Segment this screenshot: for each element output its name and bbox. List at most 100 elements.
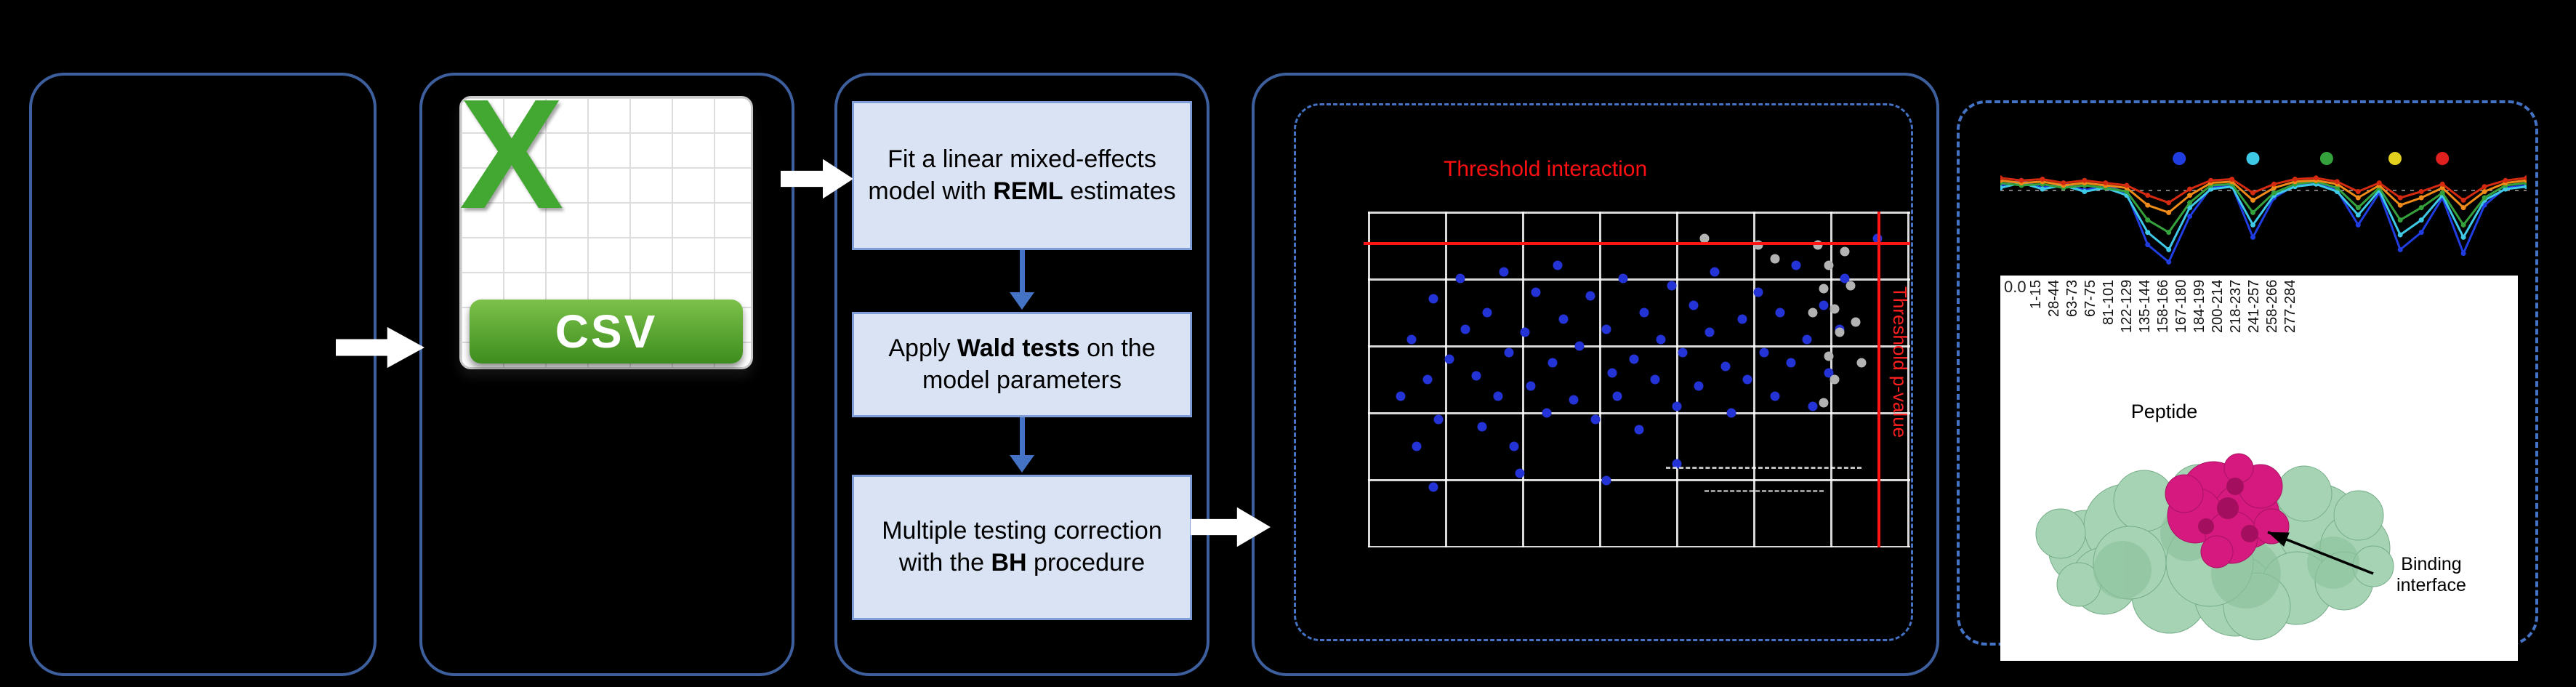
uptake-marker: [2145, 242, 2151, 248]
binding-arrow: [2267, 531, 2374, 575]
peptide-label: 1-15: [2028, 280, 2044, 310]
scatter-point: [1704, 327, 1715, 337]
scatter-side-label: Threshold p-value: [1889, 286, 1911, 438]
results-white-panel: 0.0 1-15 28-44 63-73 67-75 81-101 122-129 135-…: [2000, 276, 2518, 661]
down-arrow-icon: [837, 417, 1207, 473]
step-box-bh: Multiple testing correction with the BH …: [852, 475, 1192, 620]
scatter-point: [1634, 425, 1644, 435]
scatter-point: [1471, 371, 1481, 381]
scatter-point: [1612, 391, 1622, 401]
uptake-series-line: [2000, 179, 2527, 263]
step-text: Fit a linear mixed-effects model with RE…: [864, 144, 1180, 207]
uptake-marker: [2292, 177, 2298, 182]
scatter-point: [1656, 334, 1666, 345]
uptake-marker: [2166, 209, 2172, 215]
scatter-point: [1569, 395, 1579, 405]
scatter-point: [1742, 374, 1752, 385]
protein-structure-image: [2035, 453, 2394, 640]
stage-box-csv: X CSV: [419, 73, 794, 676]
scatter-point: [1786, 358, 1796, 368]
x-axis-label: Peptide: [2130, 401, 2198, 422]
uptake-marker: [2040, 186, 2045, 192]
scatter-point: [1846, 281, 1856, 291]
scatter-point: [1547, 358, 1558, 368]
scatter-point: [1720, 361, 1731, 371]
peptide-label: 28-44: [2046, 280, 2062, 318]
scatter-point: [1412, 441, 1422, 451]
peptide-label: 258-266: [2264, 280, 2280, 334]
uptake-marker: [2460, 251, 2466, 256]
peptide-label: 67-75: [2082, 280, 2098, 318]
step-text-bold: BH: [991, 549, 1027, 576]
uptake-marker: [2460, 205, 2466, 211]
condition-dot: [2319, 152, 2333, 165]
csv-file-icon: X CSV: [454, 76, 759, 379]
uptake-marker: [2082, 177, 2088, 183]
peptide-label: 122-129: [2119, 280, 2135, 334]
csv-banner: CSV: [470, 300, 743, 363]
uptake-marker: [2124, 182, 2130, 188]
uptake-marker: [2000, 175, 2003, 181]
step-text-pre: Fit a linear mixed-effects model with: [868, 145, 1156, 205]
step-box-reml: Fit a linear mixed-effects model with RE…: [852, 101, 1192, 250]
scatter-point: [1482, 308, 1492, 318]
scatter-point: [1493, 391, 1503, 401]
step-text-post: on the model parameters: [922, 334, 1156, 394]
dashed-marks: [1704, 490, 1824, 493]
stage-box-scatter: Threshold interaction Threshold p-value: [1252, 73, 1939, 676]
uptake-series-line: [2000, 182, 2527, 251]
uptake-marker: [2503, 177, 2508, 183]
uptake-marker: [2355, 195, 2361, 201]
uptake-marker: [2397, 246, 2403, 252]
uptake-marker: [2145, 193, 2151, 198]
scatter-point: [1824, 351, 1834, 361]
stage-box-input: [29, 73, 377, 676]
step-box-wald: Apply Wald tests on the model parameters: [852, 312, 1192, 417]
scatter-point: [1835, 327, 1845, 337]
scatter-point: [1699, 233, 1710, 244]
uptake-marker: [2334, 185, 2340, 190]
arrow-shaft: [1019, 250, 1025, 294]
scatter-point: [1819, 398, 1829, 408]
step-text-pre: Multiple testing correction with the: [882, 517, 1162, 576]
peptide-labels: 1-15 28-44 63-73 67-75 81-101 122-129 135-144 1…: [2028, 280, 2301, 395]
uptake-marker: [2166, 200, 2172, 206]
uptake-marker: [2397, 232, 2403, 238]
scatter-point: [1601, 475, 1611, 486]
scatter-point: [1618, 273, 1628, 284]
step-text-bold: REML: [993, 177, 1063, 205]
uptake-marker: [2061, 180, 2066, 186]
scatter-points: [1368, 212, 1910, 547]
scatter-point: [1650, 374, 1660, 385]
scatter-point: [1422, 374, 1433, 385]
uptake-marker: [2145, 202, 2151, 208]
scatter-point: [1802, 334, 1812, 345]
scatter-point: [1851, 317, 1861, 327]
uptake-marker: [2397, 195, 2403, 201]
peptide-label: 218-237: [2228, 280, 2244, 334]
scatter-point: [1672, 401, 1682, 411]
scatter-point: [1504, 347, 1514, 358]
scatter-point: [1759, 347, 1769, 358]
uptake-marker: [2418, 195, 2424, 201]
uptake-marker: [2103, 180, 2109, 186]
scatter-point: [1428, 482, 1438, 492]
peptide-label: 158-166: [2155, 280, 2171, 334]
scatter-point: [1819, 284, 1829, 294]
scatter-point: [1553, 260, 1563, 270]
uptake-marker: [2418, 230, 2424, 236]
peptide-label: 135-144: [2137, 280, 2153, 334]
step-text: Apply Wald tests on the model parameters: [864, 333, 1180, 396]
scatter-point: [1515, 468, 1525, 478]
uptake-marker: [2503, 186, 2508, 192]
y-axis-tick: 0.0: [2004, 278, 2026, 296]
threshold-hline: [1364, 241, 1910, 245]
scatter-point: [1639, 308, 1649, 318]
scatter-point: [1574, 341, 1585, 351]
peptide-label: 167-180: [2173, 280, 2189, 334]
uptake-marker: [2229, 177, 2235, 182]
scatter-point: [1542, 408, 1552, 418]
uptake-marker: [2355, 189, 2361, 194]
scatter-point: [1428, 294, 1438, 304]
